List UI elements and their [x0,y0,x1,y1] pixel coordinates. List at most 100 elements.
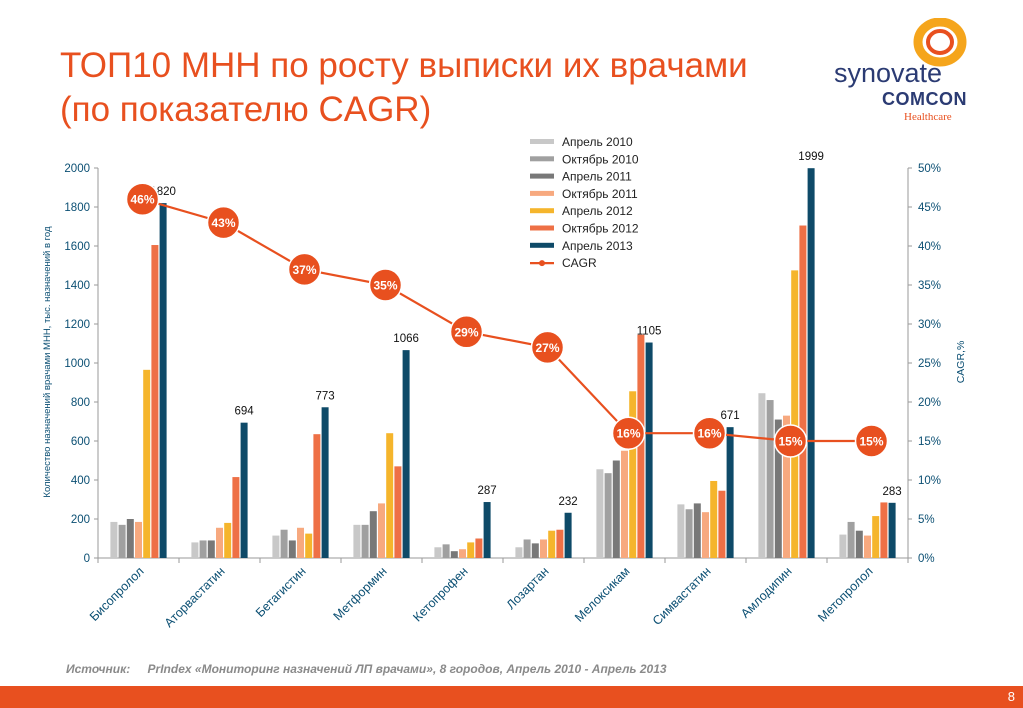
y-axis-title: Количество назначений врачами МНН, тыс. … [42,226,53,498]
legend-swatch [530,190,554,196]
cagr-label: 15% [859,435,883,449]
y2-tick-label: 5% [918,514,935,526]
bar [880,502,888,558]
bar [855,530,863,558]
bar-data-label: 283 [883,486,902,498]
y-tick-label: 2000 [64,163,90,175]
cagr-point [287,252,322,287]
cagr-point [125,182,160,216]
bar [783,415,790,558]
bar [710,480,718,558]
page-number: 8 [1007,689,1015,704]
y-tick-label: 600 [71,436,90,448]
bar [726,427,734,558]
bar [467,542,475,558]
x-tick-label: Метформин [331,564,390,623]
title-line-1: ТОП10 МНН по росту выписки их врачами [60,46,748,85]
bar [450,551,458,558]
y-tick-label: 1200 [64,319,90,331]
cagr-point [368,268,403,302]
page-title: ТОП10 МНН по росту выписки их врачами (п… [60,44,748,132]
bar [596,469,604,558]
cagr-point [449,315,484,349]
cagr-point [692,416,727,450]
bar [774,419,782,558]
bar [758,393,766,558]
bar [232,477,240,558]
bar [288,540,296,558]
x-tick-label: Аторвастатин [162,564,228,630]
y2-tick-label: 0% [918,553,935,565]
bar [864,535,871,558]
bar-data-label: 1105 [637,326,662,338]
bar [766,400,774,558]
bar [272,535,280,558]
y2-tick-label: 50% [918,163,941,175]
y-tick-label: 1400 [64,280,90,292]
bar [353,524,361,558]
y-tick-label: 0 [84,553,90,565]
bar [564,512,572,558]
x-tick-label: Кетопрофен [410,564,470,624]
x-tick-label: Бетагистин [253,564,309,620]
bar-data-label: 671 [721,410,740,422]
bar [718,490,726,558]
x-tick-label: Метопролол [815,564,875,624]
bar [621,450,628,558]
y2-tick-label: 40% [918,241,941,253]
y2-tick-label: 25% [918,358,941,370]
bar [191,542,199,558]
bar [386,433,394,558]
bar-data-label: 287 [478,485,497,497]
source-note: Источник: PrIndex «Мониторинг назначений… [66,662,667,676]
cagr-line [142,198,872,443]
bar [791,270,799,558]
bar [199,540,207,558]
legend-label: Апрель 2011 [562,170,632,184]
cagr-label: 29% [454,325,478,339]
bar [483,502,491,558]
bar [531,543,539,558]
legend-swatch [530,156,554,162]
legend-swatch [530,242,554,248]
bar [394,466,402,558]
legend-swatch [530,208,554,214]
bar [847,521,855,558]
bar-data-label: 232 [559,496,578,508]
legend-swatch [530,225,554,231]
bar [280,529,288,558]
bar [612,460,620,558]
bar [556,529,564,558]
y-tick-label: 1800 [64,202,90,214]
bar [159,203,167,558]
bar [240,422,248,558]
bar [693,503,701,558]
bar [637,334,645,558]
y-tick-label: 1600 [64,241,90,253]
bar [604,473,612,558]
cagr-label: 46% [130,193,154,207]
bar [872,516,880,558]
y2-tick-label: 20% [918,397,941,409]
source-text: PrIndex «Мониторинг назначений ЛП врачам… [147,662,667,676]
cagr-point [611,416,646,450]
footer-bar: 8 [0,686,1023,708]
y2-axis-title: CAGR,% [955,341,967,384]
x-tick-label: Амлодипин [738,564,795,621]
legend-label: Октябрь 2010 [562,152,639,166]
bar [523,539,531,558]
logo-text-synovate: synovate [834,58,943,88]
bar [645,342,653,558]
y-tick-label: 400 [71,475,90,487]
legend-line-marker [539,260,545,267]
bar [442,544,450,558]
bar [540,539,547,558]
legend-swatch [530,173,554,179]
cagr-label: 35% [373,279,397,293]
bar-data-label: 694 [235,406,255,418]
bar-data-label: 1066 [393,333,419,345]
y-tick-label: 800 [71,397,90,409]
bar [548,530,556,558]
y2-tick-label: 10% [918,475,941,487]
bar [313,434,321,558]
